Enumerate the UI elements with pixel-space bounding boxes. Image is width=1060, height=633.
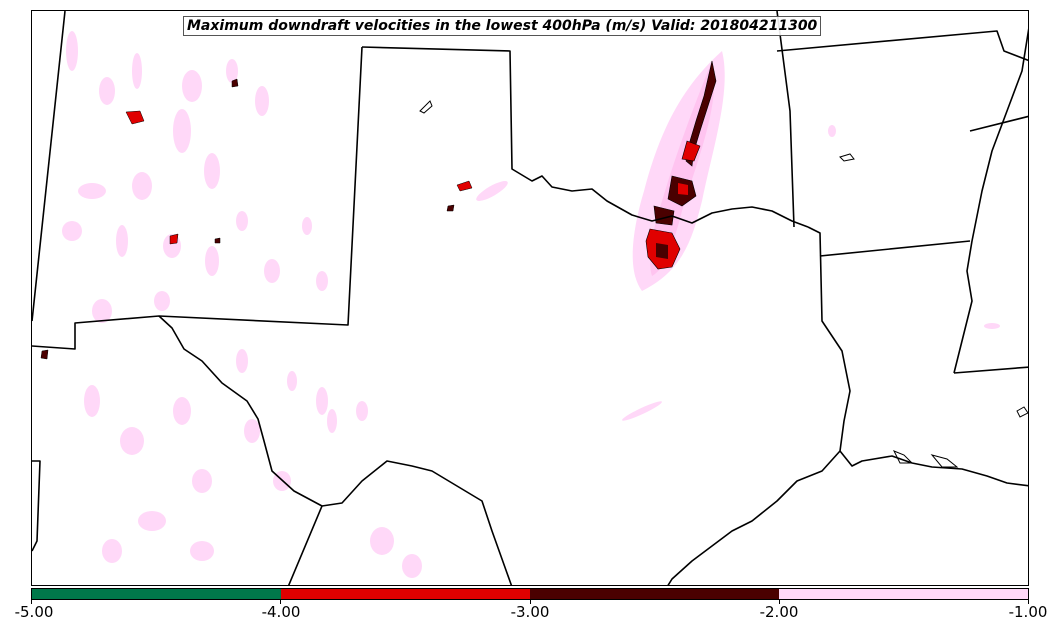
colorbar-segment-3 <box>530 589 779 599</box>
colorbar-segment-2 <box>281 589 530 599</box>
colorbar-tick-label: -1.00 <box>1008 603 1048 621</box>
colorbar-tick <box>280 600 281 604</box>
colorbar-tick <box>1028 600 1029 604</box>
state-boundaries <box>32 11 1028 585</box>
colorbar-tick-label: -3.00 <box>510 603 550 621</box>
colorbar-tick-label: -2.00 <box>759 603 799 621</box>
colorbar <box>31 588 1029 600</box>
colorbar-tick <box>530 600 531 604</box>
colorbar-tick-label: -4.00 <box>261 603 301 621</box>
map-title: Maximum downdraft velocities in the lowe… <box>183 16 822 36</box>
map-panel <box>31 10 1029 586</box>
weak-downdraft-field-west <box>62 31 1000 578</box>
isolated-downdraft-cells <box>40 78 473 360</box>
colorbar-segment-4 <box>779 589 1028 599</box>
colorbar-segment-1 <box>32 589 281 599</box>
colorbar-tick-label: -5.00 <box>14 603 54 621</box>
colorbar-tick <box>31 600 32 604</box>
colorbar-tick <box>779 600 780 604</box>
downdraft-band-oklahoma <box>632 51 725 291</box>
water-features <box>419 100 1028 468</box>
map-canvas <box>32 11 1028 585</box>
